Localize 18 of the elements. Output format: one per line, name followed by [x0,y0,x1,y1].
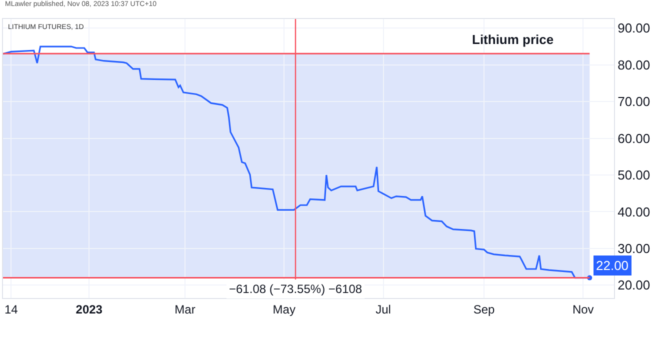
x-tick-label: May [272,302,296,316]
y-tick-label: 30.00 [618,240,650,256]
y-tick-label: 20.00 [618,278,650,293]
data-label: 22.00 [596,258,629,273]
x-tick-label: Sep [473,302,495,316]
text: Lithium price [472,32,554,47]
x-tick-label: Mar [174,302,196,316]
y-tick-label: 90.00 [618,20,650,36]
annotation: −61.08 (−73.55%) −6108 [229,282,362,296]
x-tick-label: Jul [376,302,391,316]
y-tick-label: 40.00 [618,204,650,220]
y-tick-label: 50.00 [618,168,650,183]
x-tick-label: 2023 [76,302,103,316]
y-tick-label: 60.00 [618,130,650,146]
y-tick-label: 70.00 [618,94,650,110]
x-tick-label: 14 [4,302,18,316]
x-tick-label: Nov [572,302,594,316]
y-tick-label: 80.00 [618,57,650,72]
